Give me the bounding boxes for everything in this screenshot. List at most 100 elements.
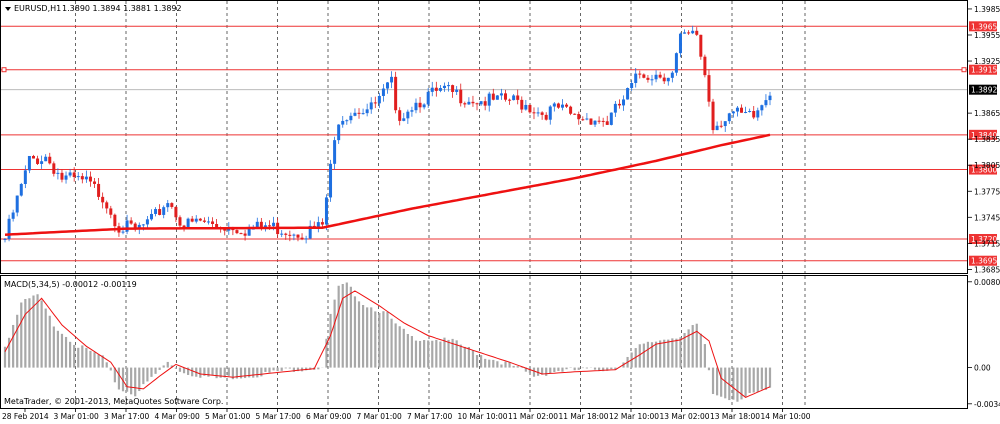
candle-body <box>324 197 328 225</box>
candle-body <box>349 115 353 121</box>
price-axis: 1.3985 1.3955 1.3925 1.3865 1.3835 1.3805 1.37… <box>968 5 1000 274</box>
candle-body <box>263 225 267 227</box>
macd-pane-frame <box>0 275 968 409</box>
macd-label: MACD(5,34,5) -0.00012 -0.00119 <box>4 280 137 289</box>
candle-body <box>72 172 76 178</box>
candle-body <box>731 111 735 114</box>
candle-body <box>186 218 190 229</box>
candle-body <box>703 56 707 76</box>
candle-body <box>491 93 495 100</box>
candle-body <box>267 225 271 227</box>
candle-body <box>548 106 552 120</box>
macd-y-tick-label: -0.0034 <box>974 400 1000 409</box>
candle-body <box>593 120 597 125</box>
y-tick-label: 1.3685 <box>974 265 1000 274</box>
candle-body <box>760 105 764 111</box>
candle-body <box>101 196 105 203</box>
candle-body <box>190 218 194 222</box>
candle-body <box>36 158 40 164</box>
candle-body <box>121 231 125 233</box>
candle-body <box>609 112 613 125</box>
candle-body <box>715 125 719 131</box>
candle-body <box>556 103 560 108</box>
line-handle[interactable] <box>961 67 967 73</box>
x-tick-label: 3 Mar 01:00 <box>54 412 100 421</box>
candle-body <box>528 104 532 113</box>
candle-body <box>398 110 402 121</box>
candle-body <box>422 104 426 108</box>
candle-body <box>699 34 703 57</box>
candle-body <box>19 183 23 196</box>
candle-body <box>504 93 508 100</box>
candle-body <box>292 234 296 236</box>
candle-body <box>426 91 430 105</box>
candle-body <box>365 109 369 114</box>
candle-body <box>662 77 666 82</box>
chevron-down-icon[interactable] <box>5 7 11 11</box>
candle-body <box>174 206 178 218</box>
candle-body <box>402 118 406 121</box>
price-pane-frame <box>0 0 968 274</box>
candle-body <box>764 100 768 106</box>
x-tick-label: 11 Mar 02:00 <box>508 412 558 421</box>
candle-body <box>512 95 516 101</box>
candle-body <box>304 238 308 240</box>
candle-body <box>666 77 670 82</box>
copyright: MetaTrader, © 2001-2013, MetaQuotes Soft… <box>4 397 223 406</box>
candle-body <box>243 233 247 236</box>
candle-body <box>642 74 646 78</box>
candle-body <box>133 223 137 229</box>
candle-body <box>617 103 621 106</box>
x-tick-label: 5 Mar 17:00 <box>256 412 302 421</box>
candle-body <box>626 88 630 100</box>
horizontal-levels[interactable]: 1.3965 1.3915 1.3840 1.3800 1.3720 1.3695 1.38… <box>1 21 997 266</box>
level-tag <box>969 255 997 266</box>
candle-body <box>341 120 345 125</box>
candle-body <box>40 161 44 164</box>
y-tick-label: 1.3805 <box>974 161 1000 170</box>
candle-body <box>430 87 434 92</box>
candle-body <box>756 110 760 118</box>
candle-body <box>109 208 113 215</box>
candle-body <box>601 120 605 122</box>
candle-body <box>162 207 166 215</box>
candle-body <box>300 237 304 240</box>
candle-body <box>544 114 548 120</box>
candle-body <box>280 233 284 235</box>
macd-histogram <box>3 282 772 402</box>
level-tag <box>969 129 997 140</box>
candle-body <box>585 118 589 120</box>
ma-line <box>4 133 771 236</box>
y-tick-label: 1.3865 <box>974 109 1000 118</box>
candle-body <box>540 112 544 115</box>
candle-body <box>740 107 744 113</box>
candle-body <box>296 234 300 238</box>
candle-body <box>31 155 35 159</box>
candle-body <box>613 103 617 113</box>
candle-body <box>711 101 715 131</box>
candle-body <box>451 85 455 92</box>
candle-body <box>15 195 19 213</box>
y-tick-label: 1.3925 <box>974 57 1000 66</box>
candle-body <box>97 183 101 197</box>
candle-body <box>735 107 739 112</box>
candle-body <box>638 73 642 75</box>
line-handle[interactable] <box>1 67 7 73</box>
level-tag-label: 1.3720 <box>971 235 997 244</box>
candle-body <box>691 30 695 34</box>
level-tag-label: 1.3695 <box>971 257 997 266</box>
y-tick-label: 1.3745 <box>974 213 1000 222</box>
candle-body <box>577 114 581 120</box>
candle-body <box>113 214 117 227</box>
candle-body <box>23 170 27 184</box>
candle-body <box>520 99 524 110</box>
candle-body <box>410 110 414 112</box>
candle-body <box>333 140 337 164</box>
candle-body <box>11 212 15 219</box>
candle-body <box>145 219 149 225</box>
candle-body <box>646 77 650 80</box>
candle-body <box>654 74 658 80</box>
candle-body <box>308 225 312 239</box>
candle-body <box>215 223 219 228</box>
